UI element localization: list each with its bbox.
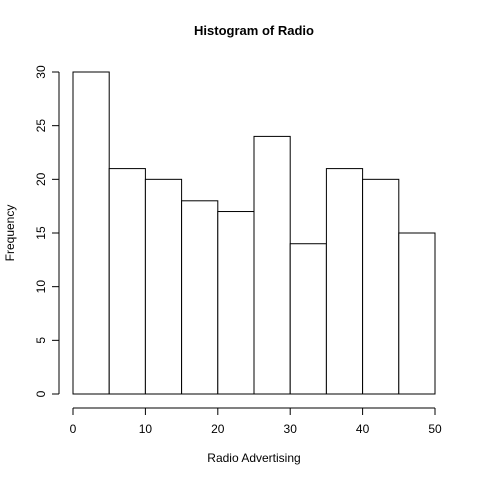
histogram-bar-1 — [108, 168, 146, 395]
y-tick-label-6: 30 — [34, 65, 48, 79]
histogram-bars — [72, 71, 436, 395]
y-axis: 0 5 10 15 20 25 30 — [34, 65, 60, 397]
histogram-bar-8 — [362, 178, 400, 395]
x-tick-label-5: 50 — [428, 422, 442, 436]
histogram-bar-6 — [289, 243, 327, 395]
y-tick-label-2: 10 — [34, 280, 48, 294]
x-axis: 0 10 20 30 40 50 — [70, 407, 442, 436]
histogram-bar-2 — [144, 178, 183, 395]
y-axis-label: Frequency — [3, 205, 17, 262]
x-tick-label-3: 30 — [284, 422, 298, 436]
chart-title: Histogram of Radio — [194, 23, 314, 38]
y-tick-label-4: 20 — [34, 172, 48, 186]
histogram-bar-7 — [325, 168, 364, 395]
y-tick-label-1: 5 — [34, 337, 48, 344]
y-tick-label-5: 25 — [34, 119, 48, 133]
x-tick-label-4: 40 — [356, 422, 370, 436]
histogram-bar-5 — [253, 135, 291, 395]
x-axis-label: Radio Advertising — [207, 451, 300, 465]
histogram-bar-3 — [181, 200, 219, 395]
y-tick-label-0: 0 — [34, 390, 48, 397]
histogram-bar-0 — [72, 71, 110, 395]
histogram-bar-4 — [217, 211, 255, 395]
y-tick-label-3: 15 — [34, 226, 48, 240]
histogram-bar-9 — [398, 232, 436, 395]
x-tick-label-2: 20 — [211, 422, 225, 436]
x-tick-label-0: 0 — [70, 422, 77, 436]
x-tick-label-1: 10 — [139, 422, 153, 436]
